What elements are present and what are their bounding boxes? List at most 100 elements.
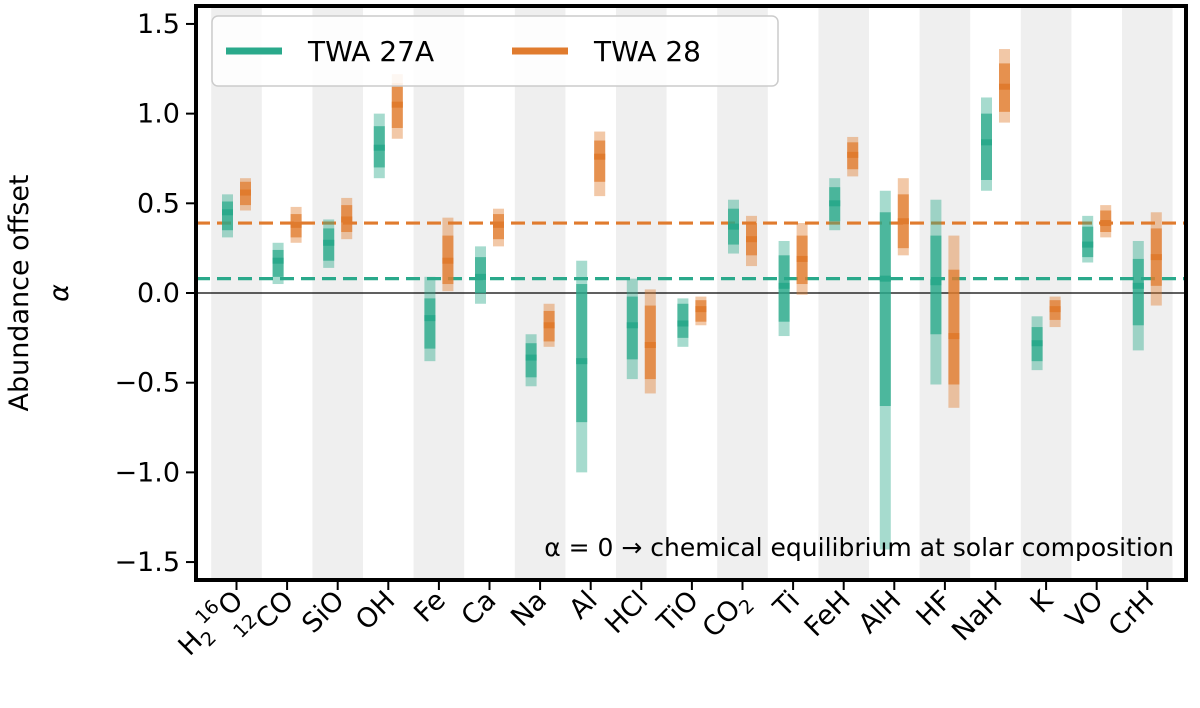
range-bar-twa28 xyxy=(493,208,504,247)
median-mark xyxy=(493,221,504,228)
range-bar-twa27a xyxy=(879,190,891,550)
x-tick-label: FeH xyxy=(799,585,857,643)
median-mark xyxy=(677,320,689,327)
range-bar-twa28 xyxy=(644,289,656,394)
x-tick-label: Fe xyxy=(408,585,452,629)
median-mark xyxy=(778,282,790,289)
legend-label: TWA 27A xyxy=(307,35,434,68)
median-mark xyxy=(442,257,454,264)
median-mark xyxy=(981,139,992,146)
x-tick-label-part: Fe xyxy=(408,585,452,629)
range-bar-twa28 xyxy=(341,197,353,240)
median-mark xyxy=(829,200,841,207)
range-bar-twa28 xyxy=(746,215,757,267)
range-bar-twa28 xyxy=(442,217,454,292)
median-mark xyxy=(240,189,251,196)
reference-lines xyxy=(196,221,1186,294)
median-mark xyxy=(796,255,808,262)
range-bar-twa27a xyxy=(222,194,233,238)
median-mark xyxy=(222,209,233,216)
x-tick-label-part: CrH xyxy=(1103,585,1160,642)
x-tick-label-part: HCl xyxy=(599,585,654,640)
x-tick-label-part: SiO xyxy=(296,585,350,639)
range-bar-twa28 xyxy=(391,74,403,139)
x-tick-label: AlH xyxy=(853,585,908,640)
y-axis: 1.5 1.0 0.5 0.0 −0.5 −1.0 −1.5 xyxy=(114,9,196,578)
y-tick-label: −0.5 xyxy=(114,368,180,399)
x-tick-label-part: K xyxy=(1025,584,1060,619)
median-mark xyxy=(1150,254,1162,261)
annotation: α = 0 → chemical equilibrium at solar co… xyxy=(544,533,1174,562)
median-mark xyxy=(475,273,486,280)
y-tick-label: 0.0 xyxy=(137,278,180,309)
range-bar-twa27a xyxy=(626,278,638,380)
range-bar-twa28 xyxy=(1049,296,1061,328)
median-mark xyxy=(272,257,284,264)
median-mark xyxy=(323,239,335,246)
range-bar-twa27a xyxy=(373,113,385,179)
x-tick-label-part: OH xyxy=(350,585,401,636)
x-tick-label: SiO xyxy=(296,585,350,639)
x-tick-label: Al xyxy=(563,585,603,625)
y-tick-label: −1.0 xyxy=(114,457,180,488)
inner-range xyxy=(948,269,960,385)
range-bar-twa28 xyxy=(796,223,808,295)
x-tick-label-part: AlH xyxy=(853,585,908,640)
inner-range xyxy=(576,284,588,423)
range-bar-twa28 xyxy=(240,178,251,211)
x-tick-label: CO2 xyxy=(697,585,759,647)
range-bar-twa27a xyxy=(778,240,790,337)
x-tick-label: CrH xyxy=(1103,585,1160,642)
median-mark xyxy=(1100,220,1112,227)
inner-range xyxy=(594,140,606,182)
y-tick-label: −1.5 xyxy=(114,547,180,578)
x-tick-label: K xyxy=(1025,584,1060,619)
median-mark xyxy=(1132,282,1144,289)
range-bar-twa28 xyxy=(695,296,707,326)
data-marks xyxy=(222,49,1162,550)
median-mark xyxy=(746,236,757,243)
median-mark xyxy=(290,221,302,228)
median-mark xyxy=(594,153,606,160)
median-mark xyxy=(644,342,656,349)
x-tick-label: OH xyxy=(350,585,401,636)
x-tick-label: VO xyxy=(1060,585,1110,635)
inner-range xyxy=(879,212,891,407)
median-mark xyxy=(1031,340,1043,347)
range-bar-twa27a xyxy=(475,246,486,304)
y-tick-label: 1.0 xyxy=(137,99,180,130)
range-bar-twa27a xyxy=(829,178,841,231)
inner-range xyxy=(1132,258,1144,326)
x-tick-label-part: Na xyxy=(505,585,553,633)
range-bar-twa27a xyxy=(525,334,537,387)
inner-range xyxy=(424,298,436,349)
range-bar-twa27a xyxy=(930,199,942,385)
range-bar-twa27a xyxy=(1082,215,1094,263)
median-mark xyxy=(543,322,555,329)
range-bar-twa27a xyxy=(1031,316,1043,371)
x-tick-label-part: NaH xyxy=(946,585,1008,647)
range-bar-twa27a xyxy=(323,219,335,268)
x-tick-label: 12CO xyxy=(229,581,300,652)
median-mark xyxy=(930,279,942,286)
range-bar-twa28 xyxy=(290,206,302,243)
x-tick-label: HCl xyxy=(599,585,654,640)
range-bar-twa28 xyxy=(999,49,1010,123)
range-bar-twa28 xyxy=(1100,205,1112,238)
x-tick-label: Ca xyxy=(455,585,502,632)
median-mark xyxy=(695,306,707,313)
range-bar-twa28 xyxy=(948,235,960,408)
median-mark xyxy=(373,144,385,151)
x-tick-label-part: Ca xyxy=(455,585,502,632)
median-mark xyxy=(1082,241,1094,248)
range-bar-twa27a xyxy=(677,298,689,347)
median-mark xyxy=(948,333,960,340)
median-mark xyxy=(391,101,403,108)
range-bar-twa28 xyxy=(543,303,555,347)
x-tick-label: Na xyxy=(505,585,553,633)
x-tick-label-part: Al xyxy=(563,585,603,625)
inner-range xyxy=(981,113,992,180)
y-axis-symbol: α xyxy=(44,284,75,302)
range-bar-twa28 xyxy=(897,178,909,256)
